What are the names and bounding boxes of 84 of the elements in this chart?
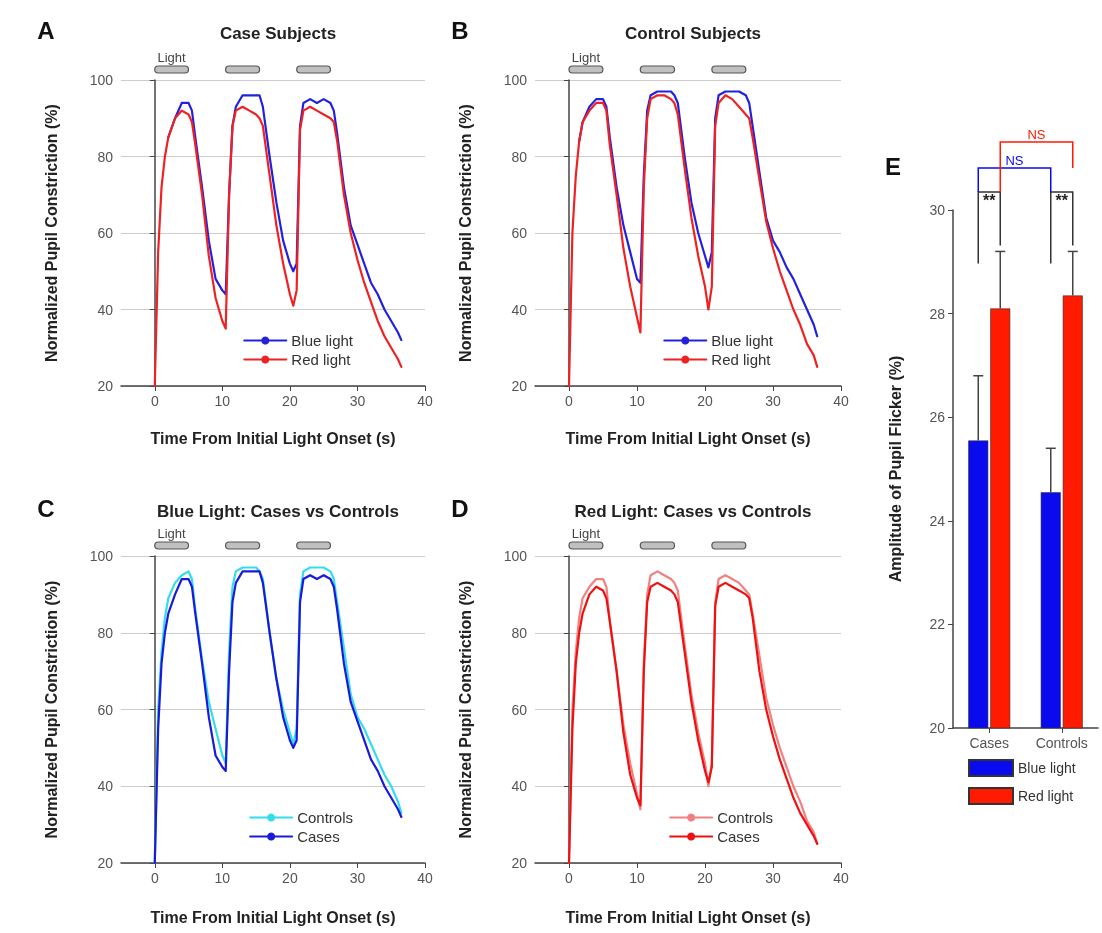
y-tick-label: 20	[511, 378, 528, 394]
x-tick-label: 10	[629, 393, 645, 409]
y-axis-title: Normalized Pupil Constriction (%)	[456, 580, 474, 839]
x-tick-label: 20	[282, 870, 298, 886]
x-tick-label: 20	[282, 393, 298, 409]
y-tick-label: 24	[929, 512, 946, 529]
legend-label: Red light	[711, 351, 772, 368]
line-series	[567, 94, 819, 388]
y-tick-label: 60	[511, 701, 528, 718]
x-tick-label: 10	[214, 870, 231, 886]
x-tick-label: 30	[349, 393, 366, 409]
x-axis-title: Time From Initial Light Onset (s)	[565, 429, 811, 447]
y-tick-label: 30	[929, 202, 946, 218]
y-tick-label: 40	[511, 778, 528, 795]
y-tick-label: 26	[929, 409, 946, 426]
y-tick-label: 20	[929, 720, 946, 736]
x-tick-label: 30	[765, 870, 781, 886]
y-tick-label: 22	[929, 616, 946, 633]
x-tick-label: 10	[214, 393, 231, 409]
legend-label: Blue light	[711, 332, 774, 349]
y-tick-label: 100	[89, 548, 114, 564]
y-tick-label: 20	[97, 855, 114, 871]
y-tick-label: 80	[97, 624, 114, 641]
y-tick-label: 20	[97, 378, 114, 394]
legend-label: Controls	[717, 809, 773, 826]
x-tick-label: 30	[349, 870, 366, 886]
x-tick-label: 40	[833, 393, 849, 409]
legend-label: Red light	[1018, 788, 1074, 804]
x-tick-label: 40	[417, 870, 433, 886]
chart-title: Case Subjects	[219, 24, 337, 43]
y-tick-label: 60	[97, 701, 114, 718]
chart-title: Red Light: Cases vs Controls	[574, 502, 812, 521]
x-axis-title: Time From Initial Light Onset (s)	[565, 908, 811, 926]
x-tick-label: 30	[765, 393, 781, 409]
x-tick-label: 20	[697, 870, 713, 886]
y-tick-label: 100	[503, 72, 528, 88]
text: Light	[157, 526, 187, 541]
y-axis-title: Normalized Pupil Constriction (%)	[456, 104, 474, 362]
x-tick-label: 0	[150, 870, 159, 886]
text: Light	[571, 50, 601, 65]
text: NS	[1005, 153, 1024, 168]
y-tick-label: 28	[929, 305, 946, 322]
y-tick-label: 80	[511, 148, 528, 165]
y-axis-title: Amplitude of Pupil Flicker (%)	[886, 355, 904, 583]
y-tick-label: 60	[511, 225, 528, 241]
legend-label: Blue light	[1018, 760, 1076, 776]
x-axis-title: Time From Initial Light Onset (s)	[150, 908, 396, 926]
text: C	[37, 494, 55, 522]
legend-label: Cases	[717, 828, 760, 845]
text: A	[37, 16, 55, 44]
y-tick-label: 80	[97, 148, 114, 165]
x-tick-label: 0	[150, 393, 159, 409]
x-tick-label: 20	[697, 393, 713, 409]
x-tick-label: 0	[565, 393, 574, 409]
x-tick-label: 40	[417, 393, 433, 409]
line-series	[153, 105, 403, 388]
text: E	[884, 152, 902, 180]
text: Light	[571, 526, 601, 541]
legend-label: Controls	[297, 809, 353, 826]
y-tick-label: 20	[511, 855, 528, 871]
y-axis-title: Normalized Pupil Constriction (%)	[42, 580, 60, 839]
y-tick-label: 80	[511, 624, 528, 641]
text: **	[983, 192, 997, 210]
y-tick-label: 60	[97, 225, 114, 241]
x-axis-title: Time From Initial Light Onset (s)	[150, 429, 396, 447]
legend-label: Cases	[297, 828, 340, 845]
chart-title: Blue Light: Cases vs Controls	[157, 502, 399, 521]
text: B	[451, 16, 469, 44]
chart-title: Control Subjects	[624, 24, 762, 43]
text: D	[451, 494, 469, 522]
legend-label: Blue light	[291, 332, 354, 349]
y-tick-label: 40	[97, 301, 114, 318]
x-tick-label: 40	[833, 870, 849, 886]
y-tick-label: 40	[97, 778, 114, 795]
text: NS	[1027, 127, 1046, 142]
y-tick-label: 40	[511, 301, 528, 318]
x-tick-label: 0	[565, 870, 574, 886]
legend-label: Red light	[291, 351, 352, 368]
y-axis-title: Normalized Pupil Constriction (%)	[42, 104, 60, 362]
x-tick-label: 10	[629, 870, 645, 886]
y-tick-label: 100	[503, 548, 528, 564]
text: **	[1055, 192, 1069, 210]
y-tick-label: 100	[89, 72, 114, 88]
text: Light	[157, 50, 187, 65]
